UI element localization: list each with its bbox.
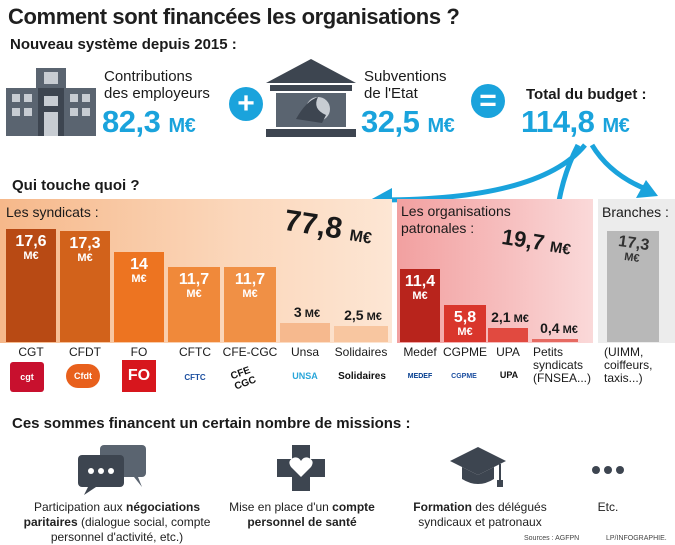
cat-cftc: CFTC [179, 345, 211, 359]
cgt-logo: cgt [10, 362, 44, 392]
graduation-cap-icon [450, 447, 506, 487]
bar-label-cfdt: 17,3 M€ [69, 234, 101, 264]
cat-cgpme: CGPME [442, 345, 487, 359]
state-label-line1: Subventions [364, 68, 447, 85]
total-value: 114,8 M€ [521, 104, 630, 139]
mission-training: Formation des délégués syndicaux et patr… [413, 500, 547, 529]
bar-label-unsa: 3 M€ [293, 303, 321, 320]
cat-petits: Petits syndicats (FNSEA...) [533, 345, 592, 385]
more-dots-icon [592, 466, 624, 474]
bar-petits [532, 339, 578, 342]
employers-label-line2: des employeurs [104, 85, 210, 102]
cat-cfecgc: CFE-CGC [222, 345, 278, 359]
state-label-line2: de l'Etat [364, 85, 418, 102]
state-value: 32,5 M€ [361, 104, 455, 139]
bar-label-cftc: 11,7 M€ [178, 270, 210, 300]
bar-cfdt [60, 230, 110, 342]
bar-solidaires [334, 325, 388, 342]
bar-cftc [168, 266, 220, 342]
cat-medef: Medef [403, 345, 437, 359]
arrow-to-branches [636, 180, 658, 198]
bar-unsa [280, 322, 330, 342]
bar-label-cgpme: 5,8 M€ [453, 308, 477, 338]
factory-building-icon [6, 68, 96, 136]
credit-note: LP/INFOGRAPHIE. [606, 535, 667, 542]
branches-label: Branches : [602, 204, 669, 220]
employers-label-line1: Contributions [104, 68, 193, 85]
plus-icon: + [229, 87, 263, 121]
bar-upa [488, 328, 528, 342]
bar-branches [607, 230, 659, 342]
health-cross-heart-icon [277, 445, 325, 491]
page-title: Comment sont financées les organisations… [8, 4, 460, 29]
cat-solidaires: Solidaires [334, 345, 388, 359]
mission-etc: Etc. [597, 500, 619, 514]
total-label: Total du budget : [526, 86, 647, 103]
cat-cfdt: CFDT [69, 345, 101, 359]
cat-branches: (UIMM, coiffeurs, taxis...) [604, 345, 653, 385]
bar-label-upa: 2,1 M€ [491, 309, 529, 326]
bar-label-solidaires: 2,5 M€ [344, 306, 382, 323]
state-building-icon [266, 59, 356, 137]
bar-fo [114, 251, 164, 342]
who-heading: Qui touche quoi ? [12, 177, 140, 194]
patronales-label-line2: patronales : [401, 220, 475, 236]
chat-bubbles-icon [78, 445, 146, 495]
medef-logo: MEDEF [407, 372, 433, 380]
bar-cgpme [444, 304, 486, 342]
cgpme-logo: CGPME [451, 372, 477, 380]
bar-medef [400, 268, 440, 342]
mission-health-account: Mise en place d'un compte personnel de s… [229, 500, 375, 529]
bar-label-medef: 11,4 M€ [404, 272, 436, 302]
unsa-logo: UNSA [292, 371, 318, 381]
employers-value: 82,3 M€ [102, 104, 196, 139]
cat-fo: FO [130, 345, 148, 359]
page-subtitle: Nouveau système depuis 2015 : [10, 36, 237, 53]
cat-unsa: Unsa [290, 345, 319, 359]
bar-label-cfecgc: 11,7 M€ [234, 270, 266, 300]
bar-label-fo: 14 M€ [130, 255, 148, 285]
solidaires-logo: Solidaires [338, 370, 386, 382]
bar-cfecgc [224, 266, 276, 342]
patronales-label-line1: Les organisations [401, 203, 511, 219]
bar-label-cgt: 17,6 M€ [15, 232, 47, 262]
upa-logo: UPA [499, 370, 519, 380]
equals-icon: = [471, 84, 505, 118]
bar-cgt [6, 228, 56, 342]
cat-cgt: CGT [18, 345, 44, 359]
syndicats-label: Les syndicats : [6, 204, 99, 220]
fo-logo: FO [122, 360, 156, 392]
sources-note: Sources : AGFPN [524, 535, 580, 542]
cfdt-logo: Cfdt [66, 364, 100, 388]
cat-upa: UPA [496, 345, 520, 359]
cftc-logo: CFTC [184, 372, 206, 382]
missions-heading: Ces sommes financent un certain nombre d… [12, 415, 411, 432]
mission-negotiations: Participation aux négociations paritaire… [23, 500, 211, 544]
bar-label-petits: 0,4 M€ [540, 320, 578, 337]
